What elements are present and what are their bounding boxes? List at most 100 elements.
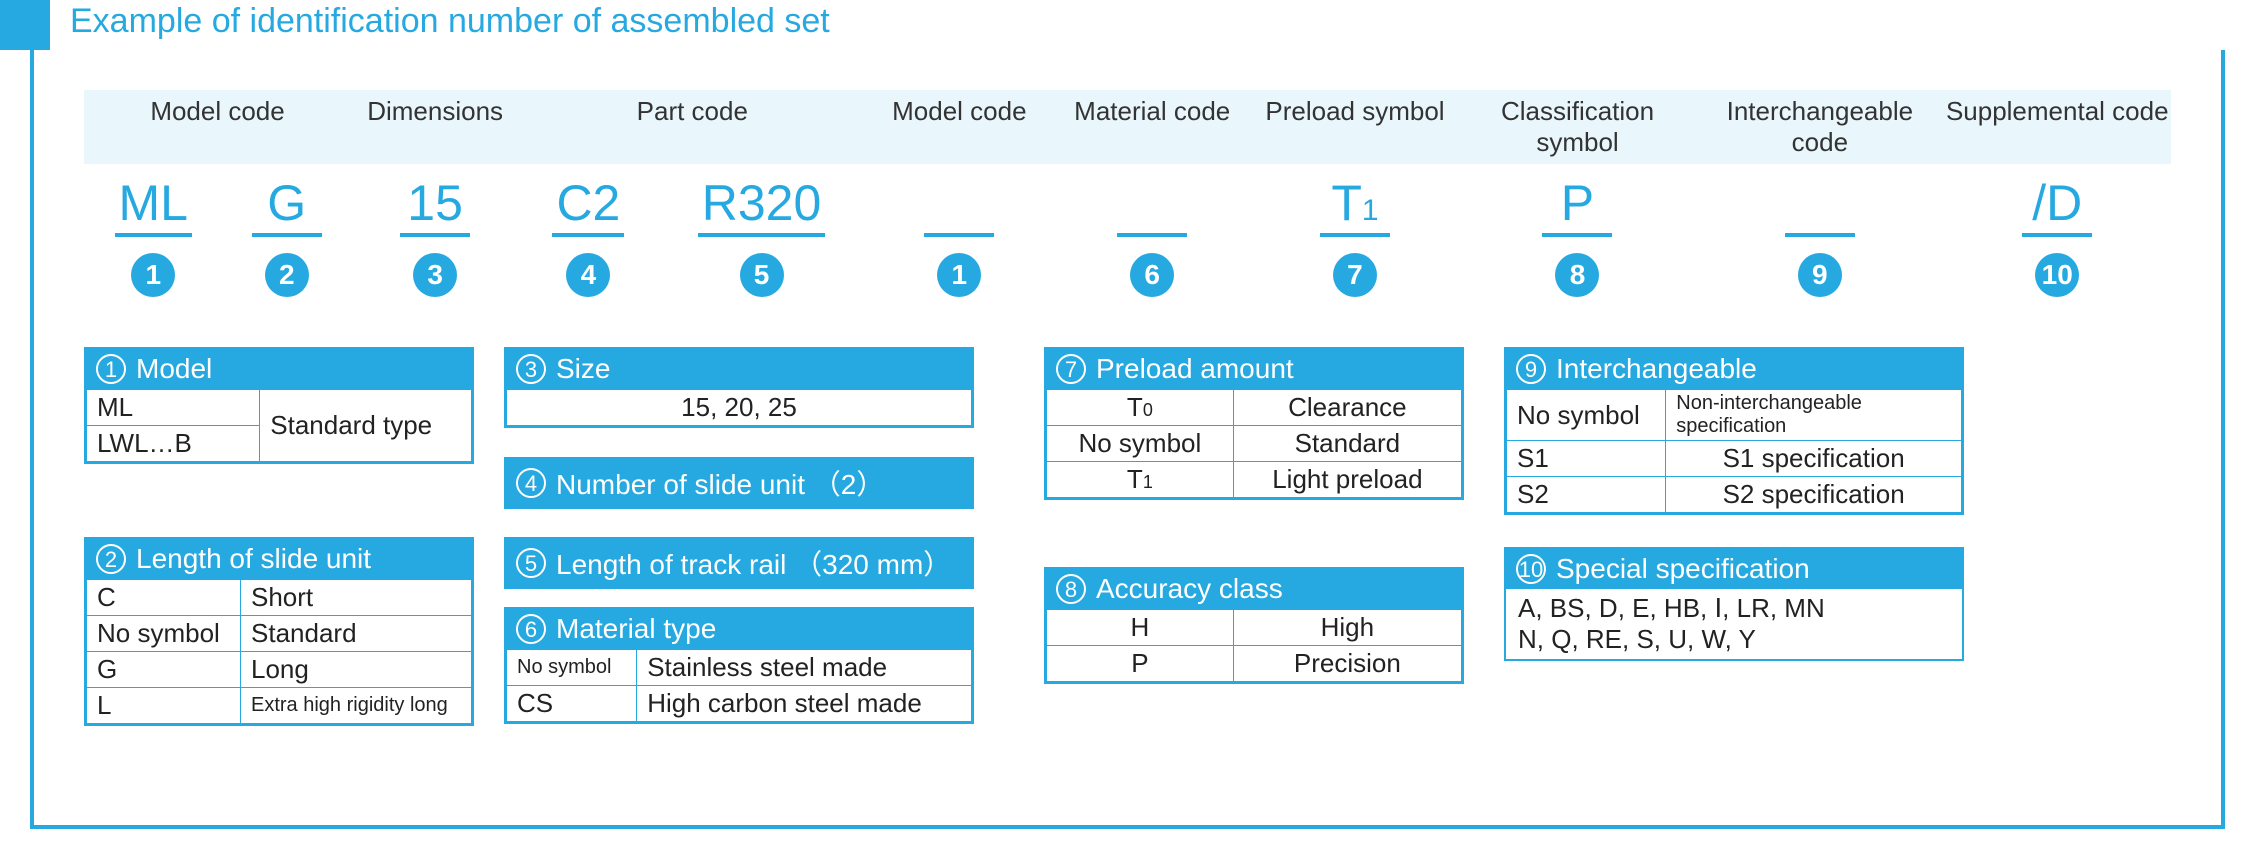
table-cell: S2	[1507, 477, 1666, 513]
code-value: C2	[552, 176, 624, 237]
table-title: Accuracy class	[1096, 573, 1283, 605]
table-header: 2 Length of slide unit	[86, 539, 472, 579]
table-header: 5 Length of track rail （320 mm）	[506, 539, 972, 587]
table-cell: S2 specification	[1666, 477, 1962, 513]
table-cell: No symbol	[1047, 426, 1234, 462]
table-title: Preload amount	[1096, 353, 1294, 385]
code-cell: C24	[519, 176, 657, 297]
table-cell: C	[87, 580, 241, 616]
table-header: 1Model	[86, 349, 472, 389]
corner-decoration	[0, 0, 50, 50]
code-value: R320	[698, 176, 826, 237]
table-cell: G	[87, 652, 241, 688]
number-badge: 3	[413, 253, 457, 297]
spec-table: 1ModelMLStandard typeLWL…B	[84, 347, 474, 464]
table-cell: 15, 20, 25	[507, 390, 972, 426]
header-label: Interchangeable code	[1696, 90, 1943, 164]
table-cell: P	[1047, 646, 1234, 682]
table-cell: ML	[87, 390, 260, 426]
code-cell: 6	[1053, 176, 1251, 297]
circled-number-icon: 10	[1516, 554, 1546, 584]
table-cell: T0	[1047, 390, 1234, 426]
table-row: PPrecision	[1047, 646, 1462, 682]
table-cell: Precision	[1233, 646, 1461, 682]
table-cell: Extra high rigidity long	[241, 688, 472, 724]
spec-table: 4Number of slide unit （2）	[504, 457, 974, 509]
table-title: Length of slide unit	[136, 543, 371, 575]
circled-number-icon: 2	[96, 544, 126, 574]
header-label: Part code	[519, 90, 865, 164]
table-cell: No symbol	[87, 616, 241, 652]
table-title: Number of slide unit （2）	[556, 463, 884, 503]
code-value	[924, 176, 994, 237]
table-row: CShort	[87, 580, 472, 616]
frame: Model codeDimensionsPart codeModel codeM…	[30, 50, 2225, 829]
tables-area: 1ModelMLStandard typeLWL…B 2 Length of sli…	[84, 347, 2171, 777]
table-title: Length of track rail （320 mm）	[556, 543, 951, 583]
table-cell: High	[1233, 610, 1461, 646]
code-value	[1785, 176, 1855, 237]
table-cell: Standard	[1233, 426, 1461, 462]
table-row: S2S2 specification	[1507, 477, 1962, 513]
table-header: 10 Special specification	[1506, 549, 1962, 589]
table-cell: LWL…B	[87, 426, 260, 462]
table-row: No symbolStainless steel made	[507, 650, 972, 686]
table-row: S1S1 specification	[1507, 441, 1962, 477]
number-badge: 1	[131, 253, 175, 297]
header-label: Dimensions	[351, 90, 519, 164]
table-header: 3Size	[506, 349, 972, 389]
table-title: Special specification	[1556, 553, 1810, 585]
code-cell: T17	[1251, 176, 1459, 297]
table-row: No symbolNon-interchangeable specificati…	[1507, 390, 1962, 441]
code-cell: P8	[1459, 176, 1696, 297]
table-cell: Long	[241, 652, 472, 688]
code-cell: G2	[222, 176, 351, 297]
header-label: Material code	[1053, 90, 1251, 164]
spec-table: 2Length of slide unitCShortNo symbolStan…	[84, 537, 474, 726]
code-cell: ML 1	[84, 176, 222, 297]
code-value: 15	[400, 176, 470, 237]
table-cell: Short	[241, 580, 472, 616]
circled-number-icon: 7	[1056, 354, 1086, 384]
header-label: Preload symbol	[1251, 90, 1459, 164]
table-cell: L	[87, 688, 241, 724]
number-badge: 5	[740, 253, 784, 297]
circled-number-icon: 8	[1056, 574, 1086, 604]
table-grid: MLStandard typeLWL…B	[86, 389, 472, 462]
circled-number-icon: 3	[516, 354, 546, 384]
table-row: No symbolStandard	[1047, 426, 1462, 462]
code-value	[1117, 176, 1187, 237]
code-value: T1	[1320, 176, 1390, 237]
table-row: LExtra high rigidity long	[87, 688, 472, 724]
table-header: 4Number of slide unit （2）	[506, 459, 972, 507]
table-cell: T1	[1047, 462, 1234, 498]
table-cell: H	[1047, 610, 1234, 646]
code-value: G	[252, 176, 322, 237]
header-label: Classification symbol	[1459, 90, 1696, 164]
circled-number-icon: 5	[516, 548, 546, 578]
table-cell: No symbol	[507, 650, 637, 686]
code-cell: /D10	[1943, 176, 2171, 297]
table-cell: Standard type	[260, 390, 472, 462]
number-badge: 2	[265, 253, 309, 297]
table-row: MLStandard type	[87, 390, 472, 426]
table-row: T0Clearance	[1047, 390, 1462, 426]
table-grid: 15, 20, 25	[506, 389, 972, 426]
spec-table: 3Size15, 20, 25	[504, 347, 974, 428]
table-cell: High carbon steel made	[637, 686, 972, 722]
diagram-root: Example of identification number of asse…	[0, 0, 2255, 859]
header-label: Model code	[84, 90, 351, 164]
spec-table: 10Special specificationA, BS, D, E, HB, …	[1504, 547, 1964, 661]
table-row: CSHigh carbon steel made	[507, 686, 972, 722]
number-badge: 1	[937, 253, 981, 297]
code-cell: 9	[1696, 176, 1943, 297]
spec-table: 5 Length of track rail （320 mm）	[504, 537, 974, 589]
table-row: HHigh	[1047, 610, 1462, 646]
circled-number-icon: 1	[96, 354, 126, 384]
table-cell: S1 specification	[1666, 441, 1962, 477]
circled-number-icon: 9	[1516, 354, 1546, 384]
table-row: T1Light preload	[1047, 462, 1462, 498]
table-cell: Stainless steel made	[637, 650, 972, 686]
table-grid: T0ClearanceNo symbolStandardT1Light prel…	[1046, 389, 1462, 498]
code-value: ML	[115, 176, 192, 237]
